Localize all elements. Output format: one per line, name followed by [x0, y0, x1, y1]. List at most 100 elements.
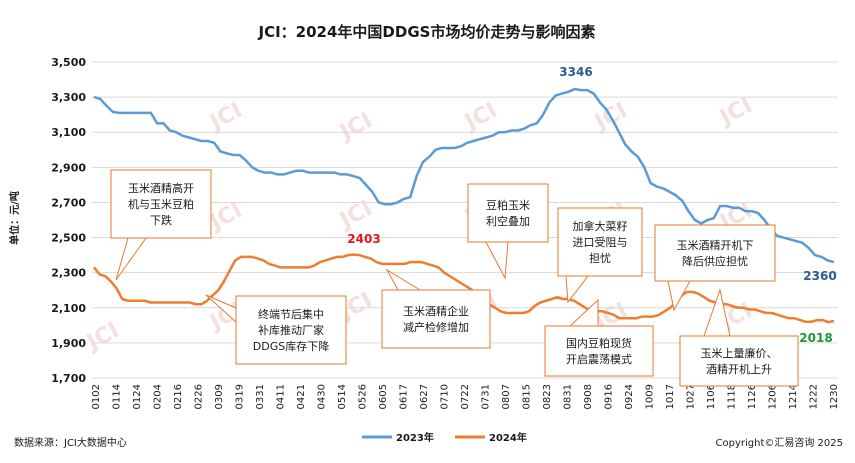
x-tick-label-18: 0722 — [460, 384, 471, 409]
x-tick-label-35: 1222 — [809, 384, 820, 409]
watermark-0: JCI — [204, 98, 246, 136]
x-tick-label-23: 0831 — [563, 384, 574, 409]
x-tick-label-5: 0226 — [194, 384, 205, 409]
callout-box-note6 — [544, 325, 654, 377]
x-tick-label-32: 1126 — [747, 384, 758, 409]
callout-box-note2 — [235, 295, 347, 365]
watermark-4: JCI — [714, 93, 756, 131]
x-tick-label-16: 0627 — [419, 384, 430, 409]
y-tick-label-4: 2,500 — [51, 232, 86, 245]
callout-box-note1 — [110, 169, 212, 239]
callout-text-note1-0: 玉米酒精高开 — [128, 181, 194, 195]
series-line-2024年 — [93, 253, 835, 324]
callout-text-note1-1: 机与玉米豆粕 — [128, 197, 194, 211]
callout-text-note7-0: 玉米酒精开机下 — [677, 238, 754, 252]
x-axis: 0102 0114 0124 0204 0216 0226 0309 0319 0331 0411… — [91, 384, 840, 409]
watermark-1: JCI — [334, 108, 376, 146]
x-tick-label-13: 0526 — [358, 384, 369, 409]
x-tick-label-19: 0731 — [481, 384, 492, 409]
y-tick-label-6: 2,900 — [51, 161, 86, 174]
x-tick-label-0: 0102 — [91, 384, 102, 409]
callout-text-note8-0: 玉米上量廉价、 — [701, 346, 778, 360]
x-tick-label-17: 0710 — [440, 384, 451, 409]
callout-text-note3-0: 玉米酒精企业 — [403, 304, 469, 318]
x-tick-label-28: 1017 — [665, 384, 676, 409]
end-label-2023: 2360 — [803, 269, 836, 283]
x-tick-label-26: 0924 — [624, 384, 635, 409]
callout-box-note3 — [381, 289, 491, 349]
callout-text-note4-1: 利空叠加 — [486, 214, 530, 228]
y-tick-label-1: 1,900 — [51, 337, 86, 350]
y-axis: 1,700 1,900 2,100 2,300 2,500 2,700 2,900 3,100… — [51, 56, 86, 385]
data-source: 数据来源：JCI大数据中心 — [14, 436, 127, 449]
x-tick-label-34: 1214 — [788, 384, 799, 409]
callout-box-note4 — [467, 183, 549, 243]
x-tick-label-10: 0421 — [296, 384, 307, 409]
y-tick-label-9: 3,500 — [51, 56, 86, 69]
x-tick-label-36: 1230 — [829, 384, 840, 409]
watermark-2: JCI — [459, 98, 501, 136]
y-tick-label-0: 1,700 — [51, 372, 86, 385]
x-tick-label-20: 0807 — [501, 384, 512, 409]
series-layer — [93, 87, 835, 324]
x-tick-label-4: 0216 — [173, 384, 184, 409]
x-tick-label-25: 0916 — [604, 384, 615, 409]
callout-pointer-note1 — [115, 237, 147, 281]
callout-text-note2-1: 补库推动厂家 — [258, 323, 324, 337]
watermark-10: JCI — [81, 318, 123, 356]
x-tick-label-30: 1106 — [706, 384, 717, 409]
value-labels: 3346 2360 2403 2018 — [347, 65, 836, 345]
legend-label-2024: 2024年 — [489, 431, 527, 444]
copyright: Copyright©汇易咨询 2025 — [716, 436, 844, 449]
callout-text-note2-0: 终端节后集中 — [258, 307, 324, 321]
x-tick-label-9: 0411 — [276, 384, 287, 409]
x-tick-label-2: 0124 — [132, 384, 143, 409]
callout-text-note7-1: 降后供应担忧 — [682, 254, 748, 268]
x-tick-label-1: 0114 — [112, 384, 123, 409]
callout-text-note4-0: 豆粕玉米 — [486, 198, 530, 212]
x-tick-label-15: 0617 — [399, 384, 410, 409]
x-tick-label-31: 1118 — [727, 384, 738, 409]
callout-text-note6-1: 开启震荡模式 — [566, 353, 632, 366]
x-tick-label-14: 0605 — [378, 384, 389, 409]
callout-text-note5-2: 担忧 — [589, 251, 611, 265]
y-tick-label-8: 3,300 — [51, 91, 86, 104]
callout-text-note3-1: 减产检修增加 — [403, 320, 469, 334]
watermark-6: JCI — [334, 196, 376, 234]
callout-note8: 玉米上量廉价、酒精开机上升 — [679, 288, 799, 387]
callout-box-note7 — [654, 224, 776, 282]
callout-box-note8 — [679, 335, 799, 387]
y-tick-label-2: 2,100 — [51, 302, 86, 315]
x-tick-label-27: 1009 — [645, 384, 656, 409]
callout-text-note6-0: 国内豆粕现货 — [566, 336, 632, 350]
x-tick-label-3: 0204 — [153, 384, 164, 409]
chart-title: JCI：2024年中国DDGS市场均价走势与影响因素 — [258, 23, 596, 41]
peak-label-2024: 2403 — [347, 232, 380, 246]
x-tick-label-29: 1027 — [686, 384, 697, 409]
y-tick-label-5: 2,700 — [51, 196, 86, 209]
x-tick-label-7: 0319 — [235, 384, 246, 409]
callout-pointer-note6 — [568, 298, 599, 327]
series-line-2023年 — [93, 87, 835, 264]
y-tick-label-7: 3,100 — [51, 126, 86, 139]
legend-label-2023: 2023年 — [396, 431, 434, 444]
x-tick-label-11: 0430 — [317, 384, 328, 409]
callout-box-note5 — [557, 207, 643, 277]
x-tick-label-6: 0309 — [214, 384, 225, 409]
y-axis-label: 单位：元/吨 — [8, 191, 21, 245]
callout-text-note5-1: 进口受阻与 — [573, 236, 628, 249]
x-tick-label-24: 0908 — [583, 384, 594, 409]
callout-text-note2-2: DDGS库存下降 — [253, 339, 329, 353]
callout-pointer-note5 — [565, 275, 590, 304]
y-tick-label-3: 2,300 — [51, 267, 86, 280]
legend: 2023年 2024年 — [362, 431, 527, 444]
x-tick-label-22: 0823 — [542, 384, 553, 409]
